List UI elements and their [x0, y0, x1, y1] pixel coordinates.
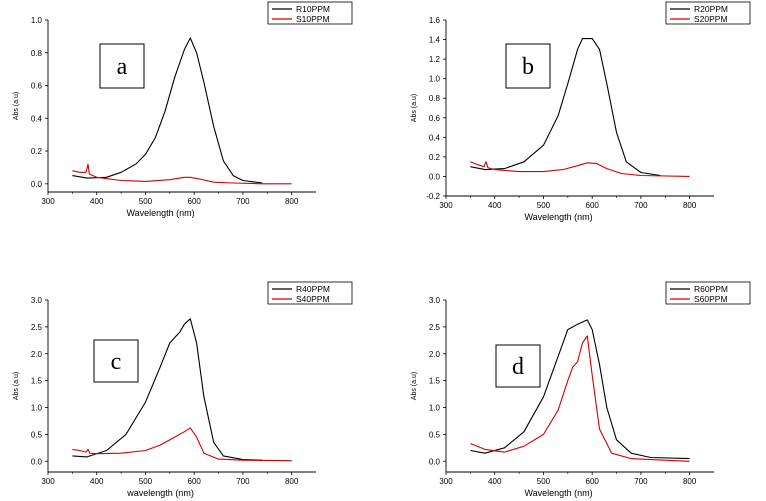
- x-tick-label: 800: [683, 201, 697, 210]
- x-axis-title: Wavelength (nm): [524, 212, 592, 222]
- y-tick-label: 0.8: [429, 94, 441, 103]
- y-tick-label: 0.0: [429, 457, 441, 466]
- x-axis-title: wavelength (nm): [126, 488, 194, 498]
- legend-label: S10PPM: [296, 14, 330, 24]
- x-tick-label: 600: [586, 477, 600, 486]
- chart-panel-b: 300 400 500 600 700 800 -0.2 0.0 0.2 0.4 0.6 0.8 1.0…: [411, 1, 751, 222]
- x-tick-label: 300: [439, 477, 453, 486]
- panel-label-box: [99, 43, 145, 89]
- x-tick-label: 500: [537, 477, 551, 486]
- x-tick-label: 600: [586, 201, 600, 210]
- series-line-R20PPM: [470, 38, 661, 177]
- series-line-S20PPM: [470, 161, 690, 177]
- y-tick-label: 1.0: [31, 16, 43, 25]
- y-tick-label: 3.0: [429, 296, 441, 305]
- x-tick-label: 700: [634, 201, 648, 210]
- y-tick-label: 0.5: [31, 430, 43, 439]
- chart-panel-a: 300 400 500 600 700 800 0.0 0.2 0.4 0.6 0.8 1.0 Wave…: [13, 1, 353, 218]
- panel-label: c: [111, 349, 122, 375]
- panel-label: d: [512, 354, 524, 380]
- y-tick-label: 1.0: [31, 404, 43, 413]
- legend-label: R60PPM: [694, 284, 728, 294]
- y-tick-label: 3.0: [31, 296, 43, 305]
- series-line-S60PPM: [470, 335, 690, 462]
- y-tick-label: -0.2: [426, 192, 440, 201]
- legend-label: S60PPM: [694, 294, 728, 304]
- y-tick-label: 1.2: [429, 55, 441, 64]
- y-axis-title: Abs (a.u): [411, 372, 418, 400]
- y-tick-label: 2.5: [31, 323, 43, 332]
- y-axis-title: Abs (a.u): [411, 94, 418, 122]
- panel-label-box: [495, 344, 541, 388]
- y-axis-title: Abs (a.u): [13, 372, 20, 400]
- y-tick-label: 0.4: [31, 114, 43, 123]
- x-tick-label: 700: [634, 477, 648, 486]
- y-tick-label: 1.0: [429, 404, 441, 413]
- panel-label-box: [505, 43, 551, 89]
- x-tick-label: 400: [90, 197, 104, 206]
- y-tick-label: 1.5: [31, 377, 43, 386]
- x-tick-label: 300: [41, 477, 55, 486]
- y-tick-label: 0.0: [31, 457, 43, 466]
- x-tick-label: 700: [236, 197, 250, 206]
- x-tick-label: 600: [188, 477, 202, 486]
- y-tick-label: 0.2: [429, 153, 441, 162]
- panel-label: a: [117, 54, 128, 80]
- x-tick-label: 800: [285, 197, 299, 206]
- y-tick-label: 0.6: [429, 114, 441, 123]
- y-tick-label: 0.6: [31, 82, 43, 91]
- series-line-R40PPM: [72, 318, 263, 461]
- x-tick-label: 600: [188, 197, 202, 206]
- panel-label-box: [93, 339, 139, 383]
- series-line-S40PPM: [72, 427, 292, 462]
- x-tick-label: 800: [285, 477, 299, 486]
- x-tick-label: 300: [439, 201, 453, 210]
- x-tick-label: 500: [139, 197, 153, 206]
- x-axis-title: Wavelength (nm): [524, 488, 592, 498]
- y-tick-label: 1.6: [429, 16, 441, 25]
- x-tick-label: 500: [139, 477, 153, 486]
- legend-label: S20PPM: [694, 14, 728, 24]
- y-tick-label: 0.0: [429, 172, 441, 181]
- chart-panel-c: 300 400 500 600 700 800 0.0 0.5 1.0 1.5 2.0 2.5 3.0 w…: [13, 281, 353, 498]
- legend-label: R20PPM: [694, 4, 728, 14]
- panel-label: b: [522, 54, 534, 80]
- series-line-R60PPM: [470, 319, 690, 460]
- y-axis-title: Abs (a.u): [13, 92, 20, 120]
- x-tick-label: 400: [90, 477, 104, 486]
- y-tick-label: 1.0: [429, 75, 441, 84]
- series-line-R10PPM: [72, 37, 263, 184]
- x-tick-label: 400: [488, 201, 502, 210]
- y-tick-label: 2.0: [31, 350, 43, 359]
- x-tick-label: 400: [488, 477, 502, 486]
- chart-panel-d: 300 400 500 600 700 800 0.0 0.5 1.0 1.5 2.0 2.5 3.0 W…: [411, 281, 751, 498]
- series-line-S10PPM: [72, 163, 292, 185]
- y-tick-label: 2.5: [429, 323, 441, 332]
- x-tick-label: 800: [683, 477, 697, 486]
- y-tick-label: 0.8: [31, 49, 43, 58]
- legend-label: R40PPM: [296, 284, 330, 294]
- x-axis-title: Wavelength (nm): [126, 208, 194, 218]
- y-tick-label: 0.4: [429, 133, 441, 142]
- x-tick-label: 500: [537, 201, 551, 210]
- legend-label: R10PPM: [296, 4, 330, 14]
- y-tick-label: 0.2: [31, 147, 43, 156]
- y-tick-label: 1.4: [429, 36, 441, 45]
- y-tick-label: 0.5: [429, 430, 441, 439]
- x-tick-label: 300: [41, 197, 55, 206]
- y-tick-label: 1.5: [429, 377, 441, 386]
- y-tick-label: 0.0: [31, 180, 43, 189]
- x-tick-label: 700: [236, 477, 250, 486]
- legend-label: S40PPM: [296, 294, 330, 304]
- y-tick-label: 2.0: [429, 350, 441, 359]
